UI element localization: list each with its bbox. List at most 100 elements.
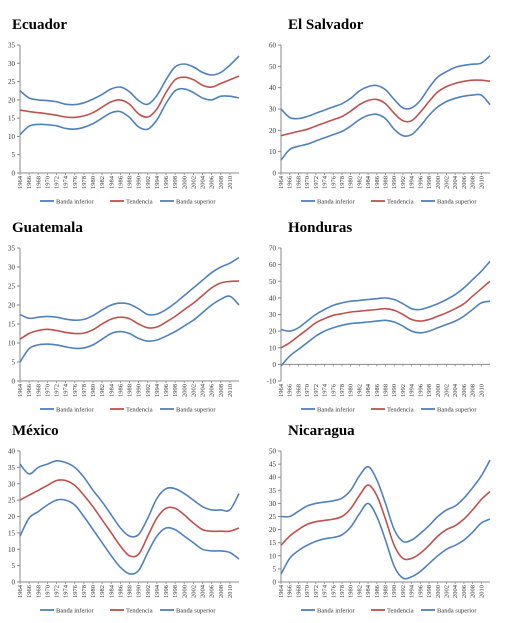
x-tick-label: 1996 xyxy=(163,383,170,397)
x-tick-label: 1978 xyxy=(339,585,346,598)
series-banda-superior xyxy=(280,55,491,120)
y-tick-label: 30 xyxy=(8,480,16,488)
x-tick-label: 1966 xyxy=(26,175,33,189)
x-tick-label: 1976 xyxy=(72,383,79,397)
x-tick-label: 1986 xyxy=(374,584,381,598)
x-tick-label: 1970 xyxy=(44,176,51,189)
panel-title: Ecuador xyxy=(12,17,67,33)
x-tick-label: 1972 xyxy=(313,384,320,397)
x-tick-label: 2010 xyxy=(227,384,234,397)
x-tick-label: 1968 xyxy=(295,585,302,598)
x-tick-label: 1968 xyxy=(35,176,42,189)
x-tick-label: 1976 xyxy=(330,383,337,397)
y-tick-label: 0 xyxy=(273,579,277,587)
panel-el-salvador: El Salvador 0 10 20 30 40 50 60 1964 1966 1968 1970… xyxy=(269,17,491,206)
x-tick-label: 1980 xyxy=(90,384,97,397)
legend-label: Banda inferior xyxy=(317,199,356,206)
legend-label: Banda superior xyxy=(176,407,216,414)
y-tick-label: 10 xyxy=(8,340,16,348)
y-tick-label: 15 xyxy=(8,529,16,537)
series-banda-inferior xyxy=(19,295,240,363)
legend: Banda inferior Tendencia Banda superior xyxy=(40,407,216,414)
x-tick-label: 1984 xyxy=(108,383,115,397)
legend-label: Banda superior xyxy=(437,407,477,414)
x-tick-label: 2004 xyxy=(452,175,459,189)
panel-title: Nicaragua xyxy=(288,423,355,439)
x-tick-label: 1986 xyxy=(117,584,124,598)
legend: Banda inferior Tendencia Banda superior xyxy=(301,407,477,414)
panel-title: El Salvador xyxy=(288,17,364,33)
legend-label: Tendencia xyxy=(387,407,414,414)
y-tick-label: 0 xyxy=(12,170,16,178)
x-tick-label: 2000 xyxy=(181,384,188,397)
series-banda-inferior xyxy=(280,300,491,367)
x-tick-label: 1976 xyxy=(72,584,79,598)
legend-label: Tendencia xyxy=(126,407,153,414)
series-tendencia xyxy=(280,79,491,137)
y-tick-label: 30 xyxy=(269,106,277,114)
y-tick-label: 30 xyxy=(269,311,277,319)
x-tick-label: 1964 xyxy=(17,383,24,397)
x-tick-label: 1966 xyxy=(287,383,294,397)
y-tick-label: 40 xyxy=(269,474,277,482)
x-tick-label: 1974 xyxy=(63,584,70,598)
legend: Banda inferior Tendencia Banda superior xyxy=(40,199,216,206)
y-tick-label: 10 xyxy=(269,344,277,352)
legend-label: Banda inferior xyxy=(56,407,95,414)
x-tick-label: 1980 xyxy=(348,384,355,397)
x-tick-label: 2004 xyxy=(200,175,207,189)
x-tick-label: 1998 xyxy=(172,585,179,598)
x-tick-label: 2002 xyxy=(190,585,197,598)
x-tick-label: 2008 xyxy=(218,585,225,598)
legend-label: Tendencia xyxy=(126,608,153,615)
x-tick-label: 1988 xyxy=(127,176,134,189)
x-tick-label: 1982 xyxy=(356,176,363,189)
x-tick-label: 2006 xyxy=(461,175,468,189)
x-tick-label: 1986 xyxy=(117,175,124,189)
x-tick-label: 1970 xyxy=(44,384,51,397)
series-banda-superior xyxy=(19,55,240,106)
x-tick-label: 2000 xyxy=(181,176,188,189)
x-tick-label: 1966 xyxy=(26,383,33,397)
y-tick-label: 45 xyxy=(269,461,277,469)
x-tick-label: 1996 xyxy=(417,383,424,397)
x-tick-label: 1994 xyxy=(154,584,161,598)
x-tick-label: 1980 xyxy=(90,585,97,598)
x-tick-label: 1964 xyxy=(17,584,24,598)
x-tick-label: 2006 xyxy=(461,584,468,598)
x-tick-label: 2008 xyxy=(218,384,225,397)
x-tick-label: 1992 xyxy=(145,585,152,598)
y-tick-label: 70 xyxy=(269,245,277,253)
x-tick-label: 1992 xyxy=(145,384,152,397)
x-tick-label: 1984 xyxy=(365,584,372,598)
legend-label: Banda superior xyxy=(176,199,216,206)
x-tick-label: 2004 xyxy=(452,383,459,397)
y-tick-label: 40 xyxy=(269,294,277,302)
legend-label: Banda inferior xyxy=(56,608,95,615)
legend: Banda inferior Tendencia Banda superior xyxy=(40,608,216,615)
x-tick-label: 1980 xyxy=(348,176,355,189)
x-tick-label: 1984 xyxy=(365,175,372,189)
x-tick-label: 1974 xyxy=(63,175,70,189)
series-tendencia xyxy=(280,280,491,349)
y-tick-label: 0 xyxy=(12,378,16,386)
x-tick-label: 1986 xyxy=(374,175,381,189)
x-tick-label: 1988 xyxy=(127,585,134,598)
x-tick-label: 1972 xyxy=(313,585,320,598)
x-tick-label: 1964 xyxy=(278,584,285,598)
x-tick-label: 2002 xyxy=(443,585,450,598)
x-tick-label: 1966 xyxy=(26,584,33,598)
x-tick-label: 1970 xyxy=(304,384,311,397)
x-tick-label: 1978 xyxy=(81,585,88,598)
legend-label: Banda superior xyxy=(437,608,477,615)
y-tick-label: 25 xyxy=(269,513,277,521)
series-banda-inferior xyxy=(19,87,240,136)
x-tick-label: 1994 xyxy=(409,584,416,598)
y-tick-label: 30 xyxy=(8,264,16,272)
x-tick-label: 1974 xyxy=(322,584,329,598)
x-tick-label: 1996 xyxy=(163,175,170,189)
x-tick-label: 1976 xyxy=(330,175,337,189)
x-tick-label: 1970 xyxy=(304,176,311,189)
